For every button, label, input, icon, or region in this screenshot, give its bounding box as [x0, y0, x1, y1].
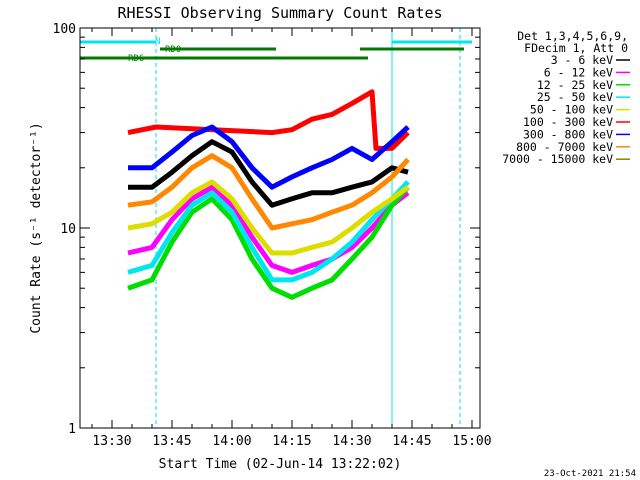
x-tick-label-4: 14:30 — [332, 434, 371, 449]
legend-header-1: Det 1,3,4,5,6,9, — [517, 29, 628, 43]
x-tick-label-2: 14:00 — [212, 434, 251, 449]
series-line-1 — [127, 184, 410, 275]
render-timestamp: 23-Oct-2021 21:54 — [544, 469, 636, 479]
x-tick-label-3: 14:15 — [272, 434, 311, 449]
series-line-6 — [128, 124, 410, 190]
x-tick-label-6: 15:00 — [452, 434, 491, 449]
x-tick-label-5: 14:45 — [392, 434, 431, 449]
legend-entry-4: 50 - 100 keV — [530, 103, 613, 117]
chart-title: RHESSI Observing Summary Count Rates — [117, 4, 442, 22]
y-tick-label-2: 100 — [53, 22, 76, 37]
legend-entry-2: 12 - 25 keV — [537, 78, 613, 92]
plot-area: N RD0 RD6 — [80, 28, 472, 428]
legend-entry-6: 300 - 800 keV — [523, 127, 613, 141]
series-line-5 — [127, 89, 410, 151]
series-line-4 — [127, 179, 410, 256]
x-tick-label-1: 13:45 — [152, 434, 191, 449]
axes: 13:30 13:45 14:00 14:15 14:30 14:45 15:00 1 10 10… — [53, 22, 492, 449]
legend-header-2: FDecim 1, Att 0 — [524, 41, 628, 55]
flag-label-rd0: RD0 — [165, 45, 181, 55]
y-axis-label: Count Rate (s⁻¹ detector⁻¹) — [29, 122, 44, 333]
y-tick-label-0: 1 — [68, 422, 76, 437]
flag-label-n: N — [155, 37, 160, 47]
y-tick-label-1: 10 — [60, 222, 76, 237]
legend-entry-5: 100 - 300 keV — [523, 115, 613, 129]
x-axis-label: Start Time (02-Jun-14 13:22:02) — [159, 457, 402, 472]
legend-entry-3: 25 - 50 keV — [537, 90, 613, 104]
legend-entry-8: 7000 - 15000 keV — [502, 152, 613, 166]
legend-entry-7: 800 - 7000 keV — [516, 140, 613, 154]
series-line-7 — [127, 153, 410, 231]
series-line-2 — [127, 185, 410, 300]
x-tick-label-0: 13:30 — [92, 434, 131, 449]
flag-label-rd6: RD6 — [128, 54, 144, 64]
legend-entry-1: 6 - 12 keV — [544, 65, 613, 79]
series-line-3 — [127, 180, 410, 283]
series-line-0 — [128, 139, 409, 208]
legend-entry-0: 3 - 6 keV — [551, 53, 613, 67]
